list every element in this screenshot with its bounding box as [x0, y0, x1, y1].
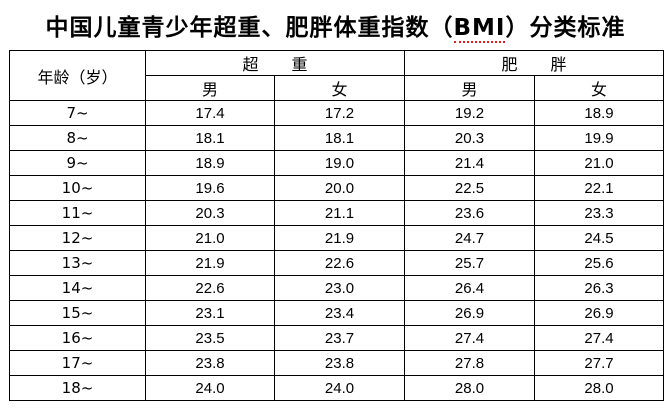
overweight-male-cell: 19.6	[145, 175, 275, 201]
overweight-male-cell: 18.1	[145, 125, 275, 151]
overweight-female-cell: 24.0	[274, 375, 405, 401]
obese-male-header: 男	[404, 75, 535, 101]
overweight-male-cell: 24.0	[145, 375, 275, 401]
title-suffix: ）分类标准	[505, 15, 626, 41]
overweight-female-cell: 22.6	[274, 250, 405, 276]
obese-female-cell: 28.0	[534, 375, 664, 401]
table-row: 16~ 23.5 23.7 27.4 27.4	[9, 325, 664, 351]
age-cell: 11~	[9, 200, 146, 226]
age-cell: 10~	[9, 175, 146, 201]
overweight-female-cell: 23.0	[274, 275, 405, 301]
obese-female-cell: 19.9	[534, 125, 664, 151]
obese-male-cell: 28.0	[404, 375, 535, 401]
obese-male-cell: 25.7	[404, 250, 535, 276]
obese-male-cell: 24.7	[404, 225, 535, 251]
obese-male-cell: 26.4	[404, 275, 535, 301]
table-row: 13~ 21.9 22.6 25.7 25.6	[9, 250, 664, 276]
age-cell: 17~	[9, 350, 146, 376]
obese-male-cell: 23.6	[404, 200, 535, 226]
bmi-table: 年龄（岁） 超 重 肥 胖 男 女 男 女 7~ 17.4 17.2 19.2 18.9…	[9, 50, 664, 401]
table-row: 8~ 18.1 18.1 20.3 19.9	[9, 125, 664, 151]
table-row: 9~ 18.9 19.0 21.4 21.0	[9, 150, 664, 176]
age-cell: 12~	[9, 225, 146, 251]
overweight-male-cell: 21.0	[145, 225, 275, 251]
table-row: 12~ 21.0 21.9 24.7 24.5	[9, 225, 664, 251]
table-row: 17~ 23.8 23.8 27.8 27.7	[9, 350, 664, 376]
table-row: 11~ 20.3 21.1 23.6 23.3	[9, 200, 664, 226]
overweight-female-cell: 21.1	[274, 200, 405, 226]
table-body: 7~ 17.4 17.2 19.2 18.9 8~ 18.1 18.1 20.3 19.9 9~ 18…	[9, 100, 664, 401]
age-cell: 18~	[9, 375, 146, 401]
obese-female-cell: 18.9	[534, 100, 664, 126]
overweight-group-header: 超 重	[145, 50, 405, 76]
obese-female-cell: 23.3	[534, 200, 664, 226]
table-row: 18~ 24.0 24.0 28.0 28.0	[9, 375, 664, 401]
obese-female-cell: 27.7	[534, 350, 664, 376]
overweight-female-cell: 23.8	[274, 350, 405, 376]
page-title: 中国儿童青少年超重、肥胖体重指数（BMI）分类标准	[0, 13, 671, 43]
overweight-male-cell: 17.4	[145, 100, 275, 126]
obese-male-cell: 22.5	[404, 175, 535, 201]
overweight-male-cell: 23.5	[145, 325, 275, 351]
age-cell: 8~	[9, 125, 146, 151]
obese-female-cell: 25.6	[534, 250, 664, 276]
age-cell: 14~	[9, 275, 146, 301]
overweight-female-cell: 21.9	[274, 225, 405, 251]
table-row: 14~ 22.6 23.0 26.4 26.3	[9, 275, 664, 301]
age-cell: 13~	[9, 250, 146, 276]
overweight-female-header: 女	[274, 75, 405, 101]
table-row: 15~ 23.1 23.4 26.9 26.9	[9, 300, 664, 326]
overweight-female-cell: 20.0	[274, 175, 405, 201]
overweight-female-cell: 19.0	[274, 150, 405, 176]
obese-female-cell: 26.9	[534, 300, 664, 326]
age-column-header: 年龄（岁）	[9, 50, 146, 101]
obese-female-cell: 26.3	[534, 275, 664, 301]
overweight-male-cell: 22.6	[145, 275, 275, 301]
age-cell: 15~	[9, 300, 146, 326]
obese-female-cell: 21.0	[534, 150, 664, 176]
overweight-female-cell: 23.4	[274, 300, 405, 326]
obese-male-cell: 20.3	[404, 125, 535, 151]
overweight-male-cell: 20.3	[145, 200, 275, 226]
age-cell: 7~	[9, 100, 146, 126]
obese-male-cell: 19.2	[404, 100, 535, 126]
overweight-female-cell: 18.1	[274, 125, 405, 151]
overweight-male-cell: 23.8	[145, 350, 275, 376]
overweight-male-cell: 23.1	[145, 300, 275, 326]
overweight-female-cell: 17.2	[274, 100, 405, 126]
table-row: 7~ 17.4 17.2 19.2 18.9	[9, 100, 664, 126]
overweight-male-header: 男	[145, 75, 275, 101]
obese-female-cell: 24.5	[534, 225, 664, 251]
obese-male-cell: 27.4	[404, 325, 535, 351]
table-row: 10~ 19.6 20.0 22.5 22.1	[9, 175, 664, 201]
overweight-female-cell: 23.7	[274, 325, 405, 351]
obese-male-cell: 27.8	[404, 350, 535, 376]
obese-female-cell: 22.1	[534, 175, 664, 201]
title-prefix: 中国儿童青少年超重、肥胖体重指数（	[45, 15, 454, 41]
overweight-male-cell: 21.9	[145, 250, 275, 276]
obese-female-header: 女	[534, 75, 664, 101]
obese-female-cell: 27.4	[534, 325, 664, 351]
overweight-male-cell: 18.9	[145, 150, 275, 176]
title-abbr: BMI	[453, 15, 506, 43]
obese-group-header: 肥 胖	[404, 50, 664, 76]
age-cell: 16~	[9, 325, 146, 351]
obese-male-cell: 26.9	[404, 300, 535, 326]
obese-male-cell: 21.4	[404, 150, 535, 176]
age-cell: 9~	[9, 150, 146, 176]
